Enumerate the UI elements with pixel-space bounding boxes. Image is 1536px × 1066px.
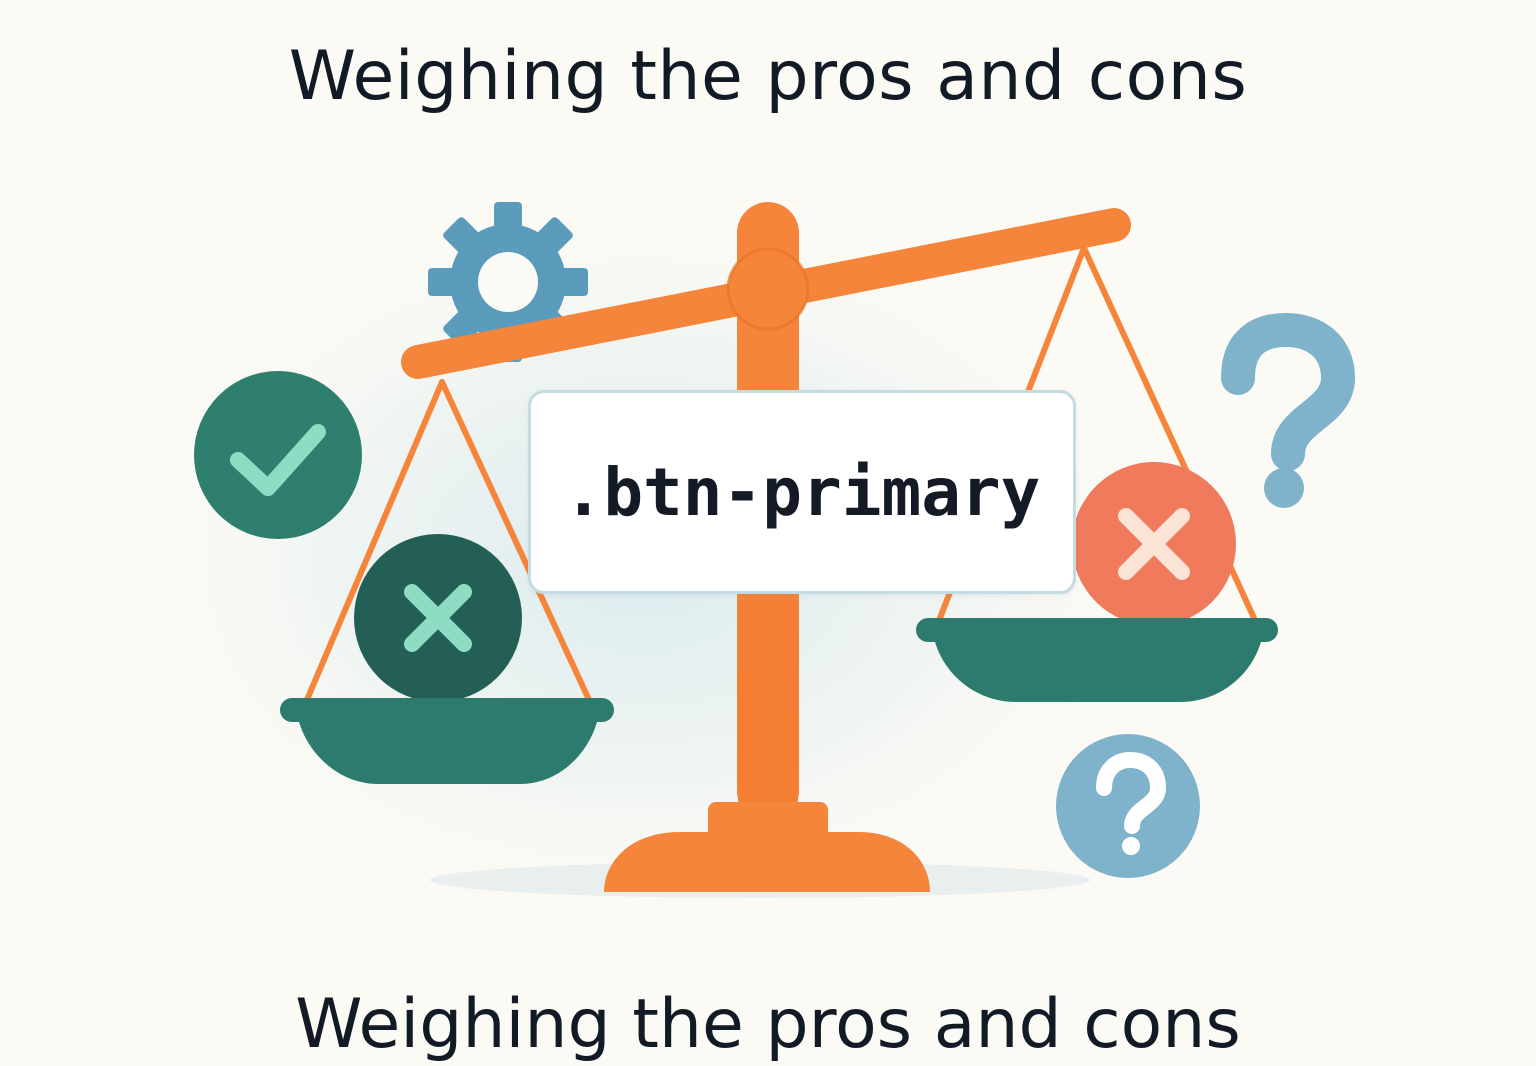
page-title: Weighing the pros and cons xyxy=(288,37,1248,116)
question-circle-icon xyxy=(1056,734,1200,878)
scale-base xyxy=(604,832,930,892)
code-label: .btn-primary xyxy=(563,453,1041,531)
question-mark-icon xyxy=(1221,312,1356,508)
cross-circle-icon xyxy=(1072,462,1236,626)
check-circle-icon xyxy=(194,371,362,539)
right-pan xyxy=(916,618,1278,702)
cross-circle-icon xyxy=(354,534,522,702)
bottom-heading: Weighing the pros and cons xyxy=(295,985,1241,1064)
left-pan-strings xyxy=(303,379,593,705)
scale-pivot xyxy=(728,249,808,329)
illustration: Weighing the pros and cons xyxy=(120,37,1356,1064)
code-label-card: .btn-primary xyxy=(528,390,1076,594)
left-pan xyxy=(280,698,614,784)
